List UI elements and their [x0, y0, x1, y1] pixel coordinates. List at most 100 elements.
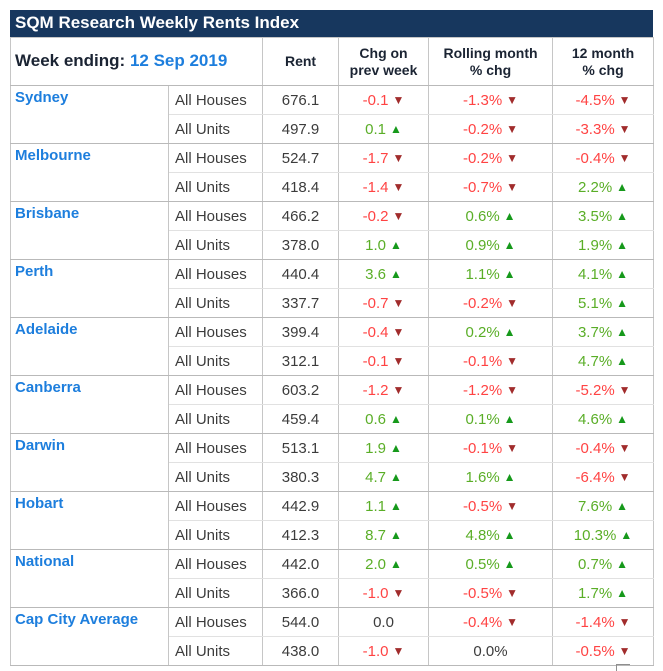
down-arrow-icon: ▼ [618, 121, 631, 136]
up-arrow-icon: ▲ [503, 469, 516, 484]
change-value: 1.9 [365, 439, 386, 457]
twelve-month-cell: 5.1% ▲ [552, 288, 655, 318]
city-link[interactable]: Perth [15, 263, 54, 280]
city-link[interactable]: Hobart [15, 495, 64, 512]
change-value: 1.1 [365, 497, 386, 515]
dwelling-type-cell: All Units [167, 520, 264, 550]
up-arrow-icon: ▲ [616, 324, 629, 339]
week-ending-date: 12 Sep 2019 [129, 51, 228, 71]
col-header-12-month: 12 month % chg [552, 37, 655, 86]
change-value: 0.1 [365, 120, 386, 138]
change-value: 1.9% [577, 236, 613, 254]
twelve-month-cell: -0.5% ▼ [552, 636, 655, 666]
change-value: -0.4% [575, 439, 615, 457]
change-value: -0.7% [462, 178, 503, 196]
chg-prev-week-cell: -0.2 ▼ [338, 201, 430, 231]
down-arrow-icon: ▼ [618, 92, 631, 107]
dwelling-type-cell: All Units [167, 462, 264, 492]
chg-prev-week-cell: -1.4 ▼ [338, 172, 430, 202]
header-row: Week ending: 12 Sep 2019 Rent Chg on pre… [9, 37, 655, 86]
up-arrow-icon: ▲ [390, 556, 402, 571]
change-value: 0.7% [577, 555, 613, 573]
city-cell: Brisbane [10, 201, 169, 260]
rents-index-widget: SQM Research Weekly Rents Index Week end… [9, 10, 655, 671]
change-value: -3.3% [575, 120, 615, 138]
change-value: 4.6% [577, 410, 613, 428]
down-arrow-icon: ▼ [506, 498, 519, 513]
rolling-month-cell: -0.5% ▼ [428, 491, 554, 521]
rent-cell: 497.9 [262, 114, 340, 144]
chg-prev-week-cell: -1.7 ▼ [338, 143, 430, 173]
dwelling-type-cell: All Houses [167, 549, 264, 579]
up-arrow-icon: ▲ [616, 498, 629, 513]
table-row: Adelaide All Houses 399.4 -0.4 ▼ 0.2% ▲ 3.7% ▲ [10, 317, 655, 376]
table-row: Sydney All Houses 676.1 -0.1 ▼ -1.3% ▼ -4.5% ▼ [10, 85, 655, 144]
city-link[interactable]: Brisbane [15, 205, 80, 222]
down-arrow-icon: ▼ [506, 353, 519, 368]
city-cell: Canberra [10, 375, 169, 434]
week-ending-header: Week ending: 12 Sep 2019 [9, 37, 264, 86]
city-link[interactable]: Cap City Average [15, 611, 139, 628]
resize-handle-mark [616, 664, 630, 671]
city-link[interactable]: Canberra [15, 379, 81, 396]
chg-prev-week-cell: -0.1 ▼ [338, 85, 430, 115]
change-value: 0.2% [465, 323, 500, 341]
change-value: -0.2% [462, 120, 503, 138]
rolling-month-cell: 0.5% ▲ [428, 549, 554, 579]
city-link[interactable]: Adelaide [15, 321, 78, 338]
rent-cell: 440.4 [262, 259, 340, 289]
down-arrow-icon: ▼ [392, 643, 405, 658]
table-row: Perth All Houses 440.4 3.6 ▲ 1.1% ▲ 4.1% ▲ [10, 259, 655, 318]
up-arrow-icon: ▲ [616, 266, 629, 281]
rolling-month-cell: -0.5% ▼ [428, 578, 554, 608]
up-arrow-icon: ▲ [390, 440, 402, 455]
change-value: -0.4% [462, 613, 503, 631]
up-arrow-icon: ▲ [503, 208, 516, 223]
change-value: 0.6 [365, 410, 386, 428]
rents-table: Week ending: 12 Sep 2019 Rent Chg on pre… [9, 37, 655, 666]
down-arrow-icon: ▼ [618, 382, 631, 397]
twelve-month-cell: 4.1% ▲ [552, 259, 655, 289]
up-arrow-icon: ▲ [390, 469, 402, 484]
rolling-month-cell: -0.4% ▼ [428, 607, 554, 637]
down-arrow-icon: ▼ [506, 614, 519, 629]
change-value: 0.1% [465, 410, 500, 428]
rolling-month-cell: 0.1% ▲ [428, 404, 554, 434]
table-title: SQM Research Weekly Rents Index [10, 10, 653, 37]
twelve-month-cell: -0.4% ▼ [552, 433, 655, 463]
twelve-month-cell: -5.2% ▼ [552, 375, 655, 405]
down-arrow-icon: ▼ [506, 121, 519, 136]
down-arrow-icon: ▼ [618, 643, 631, 658]
down-arrow-icon: ▼ [392, 382, 405, 397]
rent-cell: 466.2 [262, 201, 340, 231]
down-arrow-icon: ▼ [392, 208, 405, 223]
down-arrow-icon: ▼ [618, 440, 631, 455]
city-link[interactable]: Sydney [15, 89, 69, 106]
change-value: -1.7 [362, 149, 389, 167]
city-link[interactable]: National [15, 553, 75, 570]
change-value: 1.0 [365, 236, 386, 254]
city-link[interactable]: Darwin [15, 437, 66, 454]
dwelling-type-cell: All Units [167, 346, 264, 376]
rolling-month-cell: -1.3% ▼ [428, 85, 554, 115]
change-value: -0.5% [462, 497, 503, 515]
change-value: 4.1% [577, 265, 613, 283]
twelve-month-cell: -6.4% ▼ [552, 462, 655, 492]
change-value: -0.1 [362, 352, 389, 370]
down-arrow-icon: ▼ [392, 585, 405, 600]
down-arrow-icon: ▼ [392, 324, 405, 339]
down-arrow-icon: ▼ [392, 295, 405, 310]
table-row: Cap City Average All Houses 544.0 0.0 -0.4% ▼… [10, 607, 655, 666]
chg-prev-week-cell: -1.0 ▼ [338, 636, 430, 666]
twelve-month-cell: 3.7% ▲ [552, 317, 655, 347]
city-cell: Perth [10, 259, 169, 318]
chg-prev-week-cell: 0.1 ▲ [338, 114, 430, 144]
twelve-month-cell: 1.7% ▲ [552, 578, 655, 608]
col-header-rent: Rent [262, 37, 340, 86]
twelve-month-cell: 4.7% ▲ [552, 346, 655, 376]
rolling-month-cell: -0.2% ▼ [428, 288, 554, 318]
city-link[interactable]: Melbourne [15, 147, 91, 164]
city-cell: Melbourne [10, 143, 169, 202]
city-cell: Adelaide [10, 317, 169, 376]
change-value: 2.0 [365, 555, 386, 573]
